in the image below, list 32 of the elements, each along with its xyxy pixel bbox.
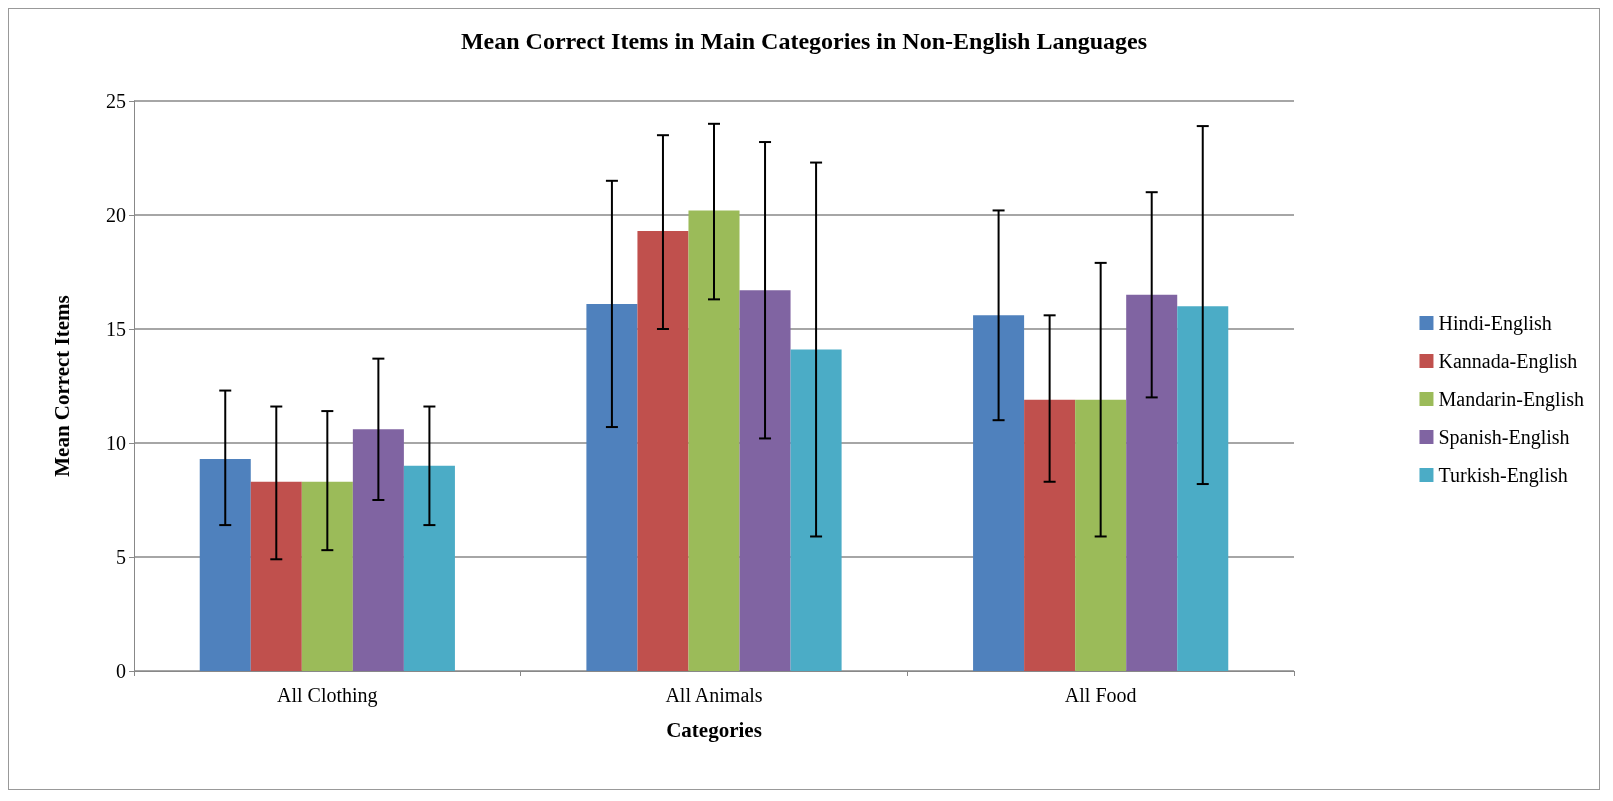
bar bbox=[1126, 294, 1178, 671]
bar bbox=[1177, 306, 1229, 671]
legend-label: Spanish-English bbox=[1438, 426, 1570, 449]
bar bbox=[739, 290, 791, 671]
bar bbox=[1024, 399, 1076, 671]
x-tick-label: All Food bbox=[1064, 684, 1137, 706]
x-axis-title: Categories bbox=[666, 717, 762, 742]
y-tick-label: 5 bbox=[116, 546, 126, 568]
legend-label: Mandarin-English bbox=[1438, 388, 1584, 411]
bar bbox=[250, 481, 302, 671]
y-axis-title: Mean Correct Items bbox=[49, 295, 74, 477]
bar bbox=[973, 315, 1025, 671]
x-tick-label: All Clothing bbox=[277, 684, 378, 707]
bar bbox=[403, 465, 455, 671]
bar bbox=[1075, 399, 1127, 671]
bar bbox=[586, 303, 638, 671]
bar bbox=[637, 230, 689, 671]
bar bbox=[790, 349, 842, 671]
y-tick-label: 20 bbox=[106, 204, 126, 226]
bar bbox=[199, 458, 251, 671]
legend-label: Hindi-English bbox=[1438, 312, 1552, 335]
bar bbox=[352, 429, 404, 671]
legend-label: Turkish-English bbox=[1438, 464, 1568, 487]
bar bbox=[688, 210, 740, 671]
bar bbox=[301, 481, 353, 671]
y-tick-label: 10 bbox=[106, 432, 126, 454]
y-tick-label: 15 bbox=[106, 318, 126, 340]
chart-title: Mean Correct Items in Main Categories in Non-English Languages bbox=[460, 28, 1148, 54]
x-tick-label: All Animals bbox=[665, 684, 763, 706]
y-tick-label: 0 bbox=[116, 660, 126, 682]
legend-label: Kannada-English bbox=[1438, 350, 1578, 373]
y-tick-label: 25 bbox=[106, 90, 126, 112]
